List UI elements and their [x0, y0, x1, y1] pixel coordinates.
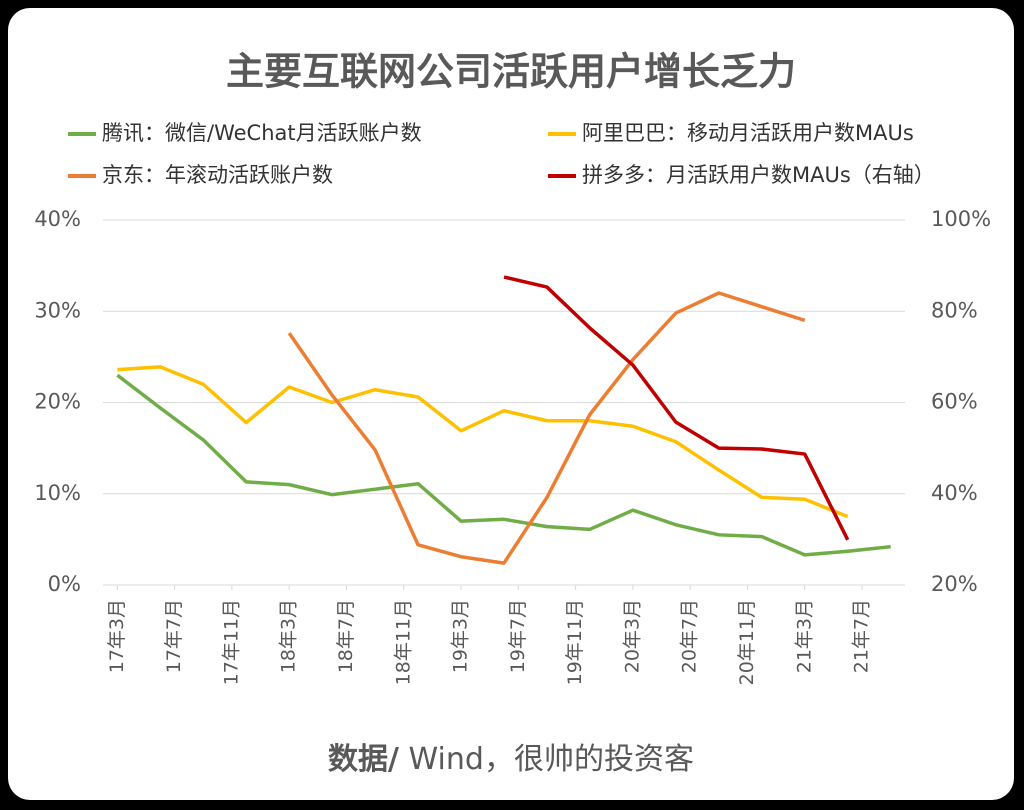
series-line: [503, 275, 850, 541]
x-tick-label: 17年3月: [106, 599, 128, 673]
x-tick-label: 18年3月: [278, 599, 300, 673]
y2-tick-label: 100%: [931, 207, 991, 231]
x-tick-label: 18年11月: [392, 599, 414, 685]
x-tick-label: 18年7月: [335, 599, 357, 673]
x-tick-label: 19年7月: [507, 599, 529, 673]
x-tick-label: 17年11月: [220, 599, 242, 685]
x-tick-label: 20年11月: [736, 599, 758, 685]
chart-title: 主要互联网公司活跃用户增长乏力: [226, 50, 796, 94]
y2-tick-label: 80%: [931, 298, 978, 322]
source-label: 数据/: [328, 742, 399, 777]
y-tick-label: 0%: [48, 572, 81, 596]
legend-label: 京东：年滚动活跃账户数: [102, 163, 333, 187]
x-tick-label: 20年7月: [679, 599, 701, 673]
y2-tick-label: 60%: [931, 390, 978, 414]
source-text: Wind，很帅的投资客: [399, 742, 694, 777]
source: 数据/ Wind，很帅的投资客: [328, 742, 694, 777]
series-line: [116, 373, 891, 557]
y-tick-label: 20%: [34, 390, 81, 414]
x-tick-label: 19年11月: [564, 599, 586, 685]
x-tick-label: 20年3月: [621, 599, 643, 673]
y2-tick-label: 40%: [931, 481, 978, 505]
series-line: [287, 291, 806, 565]
card: 主要互联网公司活跃用户增长乏力 数据/ Wind，很帅的投资客 0% 10% 20%…: [8, 8, 1014, 800]
legend-label: 腾讯：微信/WeChat月活跃账户数: [102, 121, 422, 145]
chart: 主要互联网公司活跃用户增长乏力 数据/ Wind，很帅的投资客 0% 10% 20%…: [34, 50, 991, 777]
y-tick-label: 40%: [34, 207, 81, 231]
x-tick-label: 19年3月: [450, 599, 472, 673]
x-tick-label: 17年7月: [163, 599, 185, 673]
legend-label: 拼多多：月活跃用户数MAUs（右轴）: [582, 163, 935, 187]
x-tick-label: 21年7月: [851, 599, 873, 673]
y-tick-label: 30%: [34, 298, 81, 322]
y-tick-label: 10%: [34, 481, 81, 505]
y2-tick-label: 20%: [931, 572, 978, 596]
legend-label: 阿里巴巴：移动月活跃用户数MAUs: [582, 121, 914, 145]
x-tick-label: 21年3月: [793, 599, 815, 673]
series-line: [117, 365, 849, 519]
